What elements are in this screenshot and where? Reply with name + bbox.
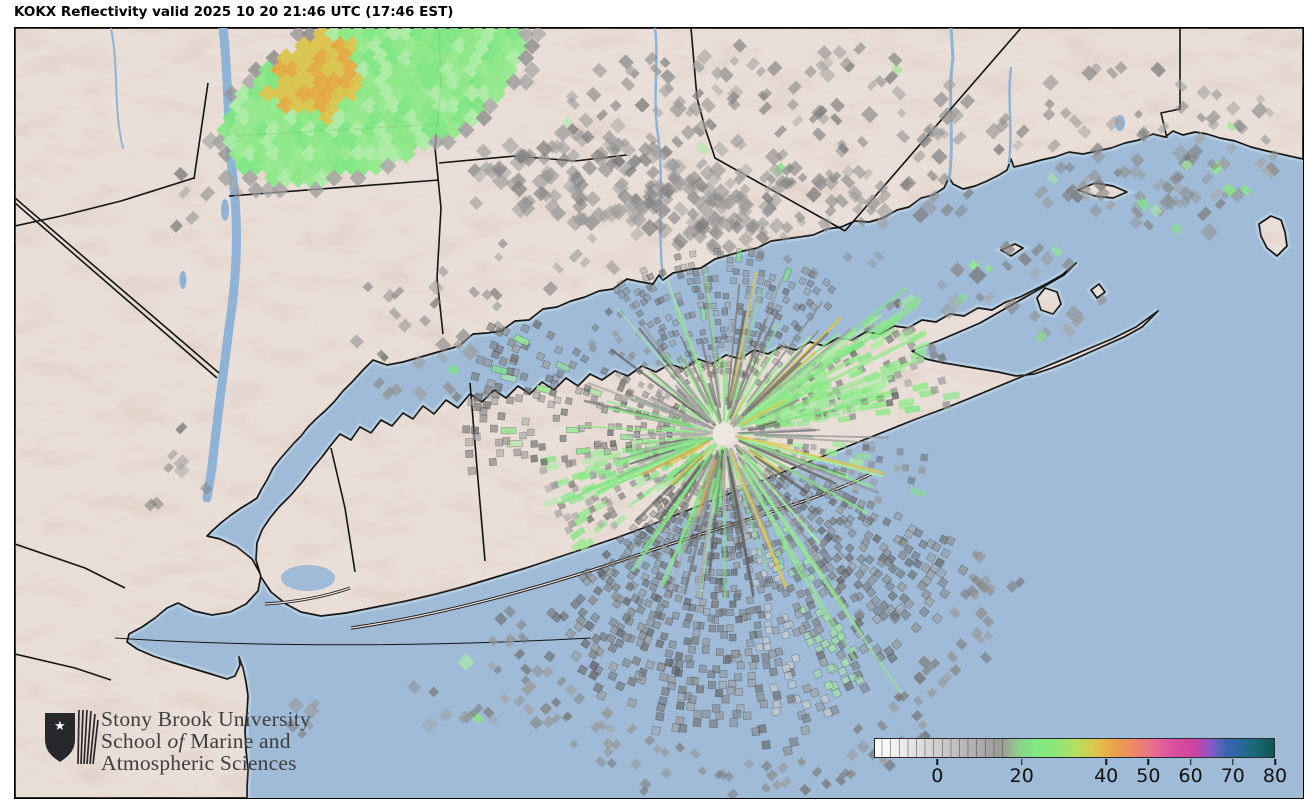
radar-map: 0 20 40 50 60 70 80 ★ Stony Brook University S… (14, 27, 1304, 799)
colorbar-tick (1232, 759, 1234, 765)
colorbar-bin-lines (874, 738, 1007, 758)
sbu-line1: Stony Brook University (101, 707, 311, 731)
colorbar-tick-label: 60 (1178, 765, 1203, 787)
colorbar-tick (1274, 759, 1276, 765)
barrier-islands (264, 472, 872, 630)
colorbar-tick (1105, 759, 1107, 765)
sbu-text: Stony Brook University School of Marine … (101, 708, 311, 774)
reflectivity-colorbar: 0 20 40 50 60 70 80 (874, 738, 1287, 787)
colorbar-tick-label: 0 (931, 765, 944, 787)
colorbar-tick-label: 80 (1262, 765, 1288, 787)
radar-site-marker (713, 423, 735, 445)
colorbar-tick-label: 70 (1220, 765, 1245, 787)
sbu-rays-icon (77, 709, 99, 765)
colorbar-tick (1189, 759, 1192, 765)
radar-echo-layer (144, 28, 1281, 798)
figure-title: KOKX Reflectivity valid 2025 10 20 21:46… (14, 4, 454, 20)
sbu-line3: Atmospheric Sciences (101, 751, 297, 775)
colorbar-tick (1020, 759, 1023, 765)
colorbar-tick-label: 40 (1094, 765, 1119, 787)
map-canvas (15, 28, 1303, 798)
colorbar-tick (1147, 759, 1150, 765)
sbu-star-icon: ★ (54, 719, 66, 734)
colorbar-tick-label: 20 (1009, 765, 1034, 787)
sbu-line2: School of Marine and (101, 729, 291, 753)
sbu-shield-icon: ★ (45, 709, 99, 765)
sbu-logo: ★ Stony Brook University School of Marin… (43, 708, 311, 774)
colorbar-tick-label: 50 (1136, 765, 1161, 787)
colorbar-tick (936, 759, 939, 765)
